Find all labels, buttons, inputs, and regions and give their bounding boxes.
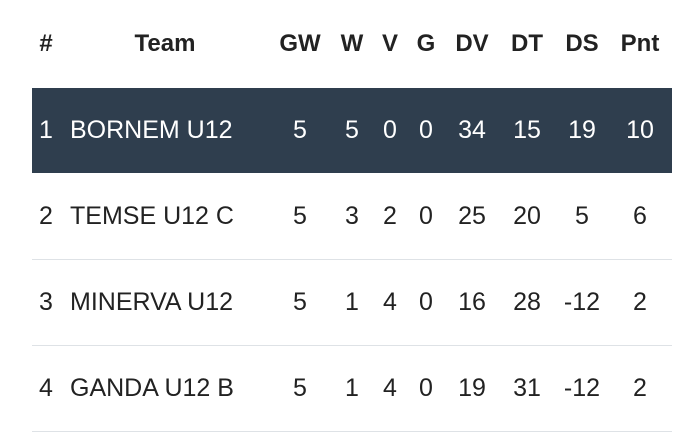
lost: 4: [383, 288, 397, 316]
team: BORNEM U12: [70, 116, 233, 144]
team: MINERVA U12: [70, 288, 234, 316]
header-goals-for: DV: [455, 30, 489, 57]
header-played: GW: [279, 30, 321, 57]
points: 2: [633, 288, 647, 316]
header-row: # Team GW W V G DV DT DS Pnt: [32, 0, 672, 88]
played: 5: [293, 374, 307, 402]
goal-diff: 19: [568, 116, 596, 144]
drawn: 0: [419, 288, 433, 316]
goals-for: 34: [458, 116, 486, 144]
won: 5: [345, 116, 359, 144]
played: 5: [293, 116, 307, 144]
header-team: Team: [134, 30, 196, 57]
goals-against: 28: [513, 288, 541, 316]
team-row: 1 BORNEM U12 5 5 0 0 34 15 19 10: [32, 88, 672, 173]
drawn: 0: [419, 116, 433, 144]
goals-against: 31: [513, 374, 541, 402]
header-lost: V: [381, 30, 399, 57]
played: 5: [293, 202, 307, 230]
won: 3: [345, 202, 359, 230]
points: 2: [633, 374, 647, 402]
played: 5: [293, 288, 307, 316]
header-points: Pnt: [620, 30, 660, 57]
drawn: 0: [419, 202, 433, 230]
team-row: 2 TEMSE U12 C 5 3 2 0 25 20 5 6: [32, 174, 672, 260]
points: 10: [626, 116, 654, 144]
goals-for: 19: [458, 374, 486, 402]
team: GANDA U12 B: [70, 374, 234, 402]
goals-for: 16: [458, 288, 486, 316]
won: 1: [345, 374, 359, 402]
lost: 2: [383, 202, 397, 230]
header-goals-against: DT: [511, 30, 543, 57]
points: 6: [633, 202, 647, 230]
header-drawn: G: [416, 30, 436, 57]
goal-diff: -12: [563, 374, 601, 402]
header-won: W: [340, 30, 364, 57]
lost: 4: [383, 374, 397, 402]
won: 1: [345, 288, 359, 316]
goals-against: 15: [513, 116, 541, 144]
header-rank: #: [39, 30, 53, 57]
team: TEMSE U12 C: [70, 202, 234, 230]
rank: 1: [39, 116, 53, 144]
team-row: 4 GANDA U12 B 5 1 4 0 19 31 -12 2: [32, 346, 672, 432]
lost: 0: [383, 116, 397, 144]
team-row: 3 MINERVA U12 5 1 4 0 16 28 -12 2: [32, 260, 672, 346]
goal-diff: -12: [563, 288, 601, 316]
header-goal-diff: DS: [565, 30, 599, 57]
rank: 4: [39, 374, 53, 402]
goals-for: 25: [458, 202, 486, 230]
goals-against: 20: [513, 202, 541, 230]
drawn: 0: [419, 374, 433, 402]
rank: 3: [39, 288, 53, 316]
rank: 2: [39, 202, 53, 230]
goal-diff: 5: [575, 202, 589, 230]
